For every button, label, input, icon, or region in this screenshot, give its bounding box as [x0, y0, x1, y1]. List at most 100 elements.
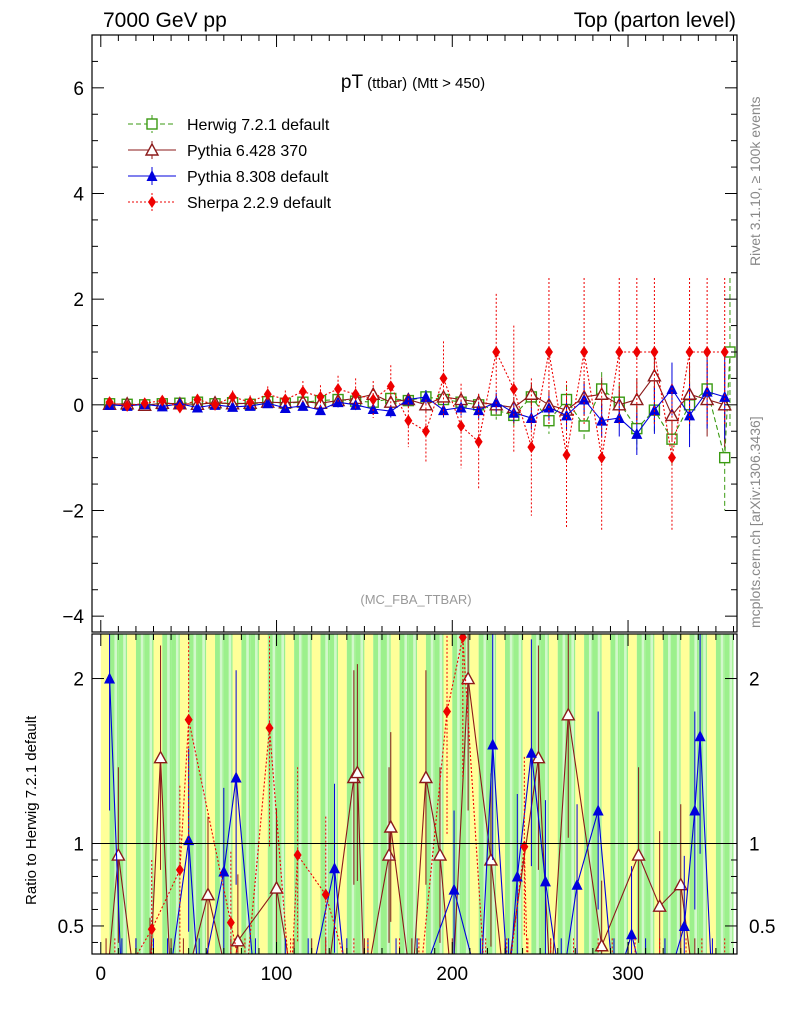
data-point	[281, 393, 290, 406]
data-point	[200, 887, 216, 901]
band-gap	[334, 634, 337, 954]
title-sub: (ttbar)	[367, 75, 407, 92]
y-tick-label: 4	[73, 184, 84, 205]
band-segment	[232, 634, 242, 954]
band-segment	[619, 634, 629, 954]
data-point	[351, 388, 360, 401]
data-point	[367, 403, 379, 415]
band-segment	[689, 634, 699, 954]
band-gap	[246, 634, 249, 954]
band-gap	[193, 634, 197, 954]
data-point	[381, 847, 397, 861]
data-point	[105, 396, 114, 409]
band-gap	[413, 634, 416, 954]
data-point	[385, 405, 397, 417]
data-point	[369, 393, 378, 406]
data-point	[443, 705, 452, 718]
data-point	[720, 345, 729, 358]
band-gap	[588, 634, 592, 954]
band-segment	[215, 634, 224, 954]
x-tick-label: 200	[436, 964, 468, 985]
band-gap	[175, 634, 179, 954]
band-segment	[645, 634, 655, 954]
header-right-label: Top (parton level)	[574, 9, 736, 32]
title-main: pT	[341, 72, 364, 93]
band-segment	[153, 634, 163, 954]
data-point	[525, 412, 537, 424]
data-point	[383, 819, 398, 833]
band-gap	[536, 634, 539, 954]
band-segment	[390, 634, 400, 954]
data-point	[147, 923, 156, 936]
band-gap	[492, 634, 495, 954]
series-line	[109, 350, 725, 458]
band-segment	[557, 634, 567, 954]
band-segment	[355, 634, 365, 954]
band-gap	[571, 634, 574, 954]
band-segment	[636, 634, 646, 954]
band-segment	[425, 634, 435, 954]
series-sherpa	[105, 278, 729, 532]
band-segment	[417, 634, 426, 954]
ratio-panel-series	[104, 634, 726, 954]
band-gap	[597, 634, 601, 954]
data-point	[144, 142, 160, 156]
band-segment	[171, 634, 180, 954]
band-segment	[223, 634, 233, 954]
band-segment	[329, 634, 339, 954]
band-segment	[399, 634, 409, 954]
band-gap	[676, 634, 680, 954]
legend-entry-pythia8: Pythia 8.308 default	[128, 167, 329, 186]
data-point	[561, 707, 576, 721]
band-segment	[443, 634, 453, 954]
data-point	[418, 770, 434, 784]
band-segment	[724, 634, 734, 954]
band-segment	[285, 634, 295, 954]
data-point	[703, 345, 712, 358]
band-segment	[320, 634, 330, 954]
data-point	[404, 414, 413, 427]
data-point	[111, 847, 126, 861]
band-gap	[641, 634, 645, 954]
band-segment	[513, 634, 523, 954]
y-tick-label: 2	[73, 290, 84, 311]
ratio-y-tick-label: 1	[73, 834, 84, 855]
y-tick-label: 6	[73, 79, 84, 100]
main-panel-series	[102, 278, 736, 532]
data-point	[455, 401, 467, 413]
band-gap	[483, 634, 487, 954]
band-gap	[307, 634, 311, 954]
data-point	[474, 435, 483, 448]
band-segment	[671, 634, 681, 954]
band-gap	[465, 634, 469, 954]
band-segment	[654, 634, 664, 954]
band-gap	[615, 634, 618, 954]
data-point	[228, 390, 237, 403]
band-segment	[381, 634, 391, 954]
band-segment	[338, 634, 347, 954]
data-point	[458, 634, 467, 644]
data-point	[539, 875, 551, 887]
band-gap	[404, 634, 408, 954]
data-point	[104, 672, 116, 684]
x-tick-label: 0	[95, 964, 106, 985]
band-segment	[434, 634, 444, 954]
data-point	[490, 396, 502, 408]
data-point	[594, 386, 609, 400]
data-point	[246, 396, 255, 409]
band-gap	[624, 634, 627, 954]
band-gap	[457, 634, 460, 954]
band-segment	[408, 634, 418, 954]
data-point	[420, 390, 432, 402]
band-gap	[114, 634, 118, 954]
data-point	[613, 412, 625, 424]
band-gap	[378, 634, 381, 954]
band-segment	[715, 634, 725, 954]
band-segment	[496, 634, 506, 954]
data-point	[650, 345, 659, 358]
band-segment	[452, 634, 462, 954]
legend-entry-herwig: Herwig 7.2.1 default	[128, 115, 330, 134]
band-gap	[360, 634, 364, 954]
band-segment	[162, 634, 172, 954]
band-segment	[487, 634, 497, 954]
